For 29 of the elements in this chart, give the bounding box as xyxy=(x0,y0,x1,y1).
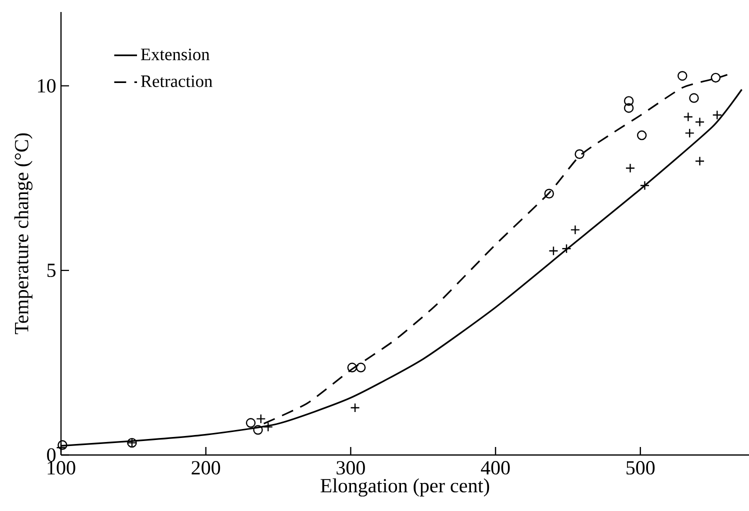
y-tick-label: 10 xyxy=(38,79,56,93)
point xyxy=(58,440,68,450)
point xyxy=(356,362,366,372)
point xyxy=(689,93,699,103)
legend-label: Extension xyxy=(140,48,210,60)
point xyxy=(253,425,263,435)
y-tick-label: 5 xyxy=(47,264,56,278)
point xyxy=(636,130,647,140)
point xyxy=(624,96,634,106)
point xyxy=(624,103,634,113)
point xyxy=(574,149,584,159)
point xyxy=(347,362,358,372)
point xyxy=(694,117,705,127)
x-tick-label: 200 xyxy=(192,461,220,475)
point xyxy=(548,246,558,256)
point xyxy=(246,418,256,428)
x-tick-label: 300 xyxy=(336,461,365,475)
legend-label: Retraction xyxy=(140,75,212,88)
y-axis-title: Temperature change (°C) xyxy=(14,133,32,334)
point xyxy=(678,71,688,81)
x-axis-title: Elongation (per cent) xyxy=(320,478,490,497)
y-tick-label: 0 xyxy=(47,448,56,462)
x-tick-label: 400 xyxy=(480,461,510,475)
point xyxy=(712,110,722,120)
x-tick-label: 100 xyxy=(48,461,76,475)
point xyxy=(710,72,721,83)
point xyxy=(544,188,554,198)
point xyxy=(350,402,360,413)
x-tick-label: 500 xyxy=(626,461,655,475)
